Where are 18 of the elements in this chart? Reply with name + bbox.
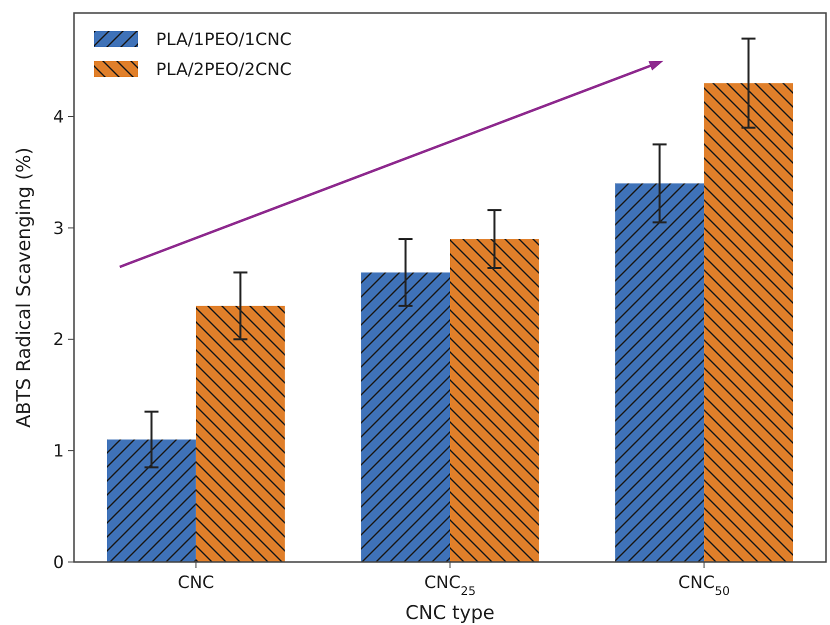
bar: [704, 83, 793, 562]
y-tick-label: 3: [53, 218, 64, 239]
bar: [107, 440, 196, 562]
y-axis-title: ABTS Radical Scavenging (%): [13, 147, 35, 428]
y-tick-label: 4: [53, 108, 64, 128]
bar: [615, 183, 704, 562]
y-tick-label: 2: [53, 330, 64, 350]
x-axis-title: CNC type: [405, 602, 495, 624]
legend-label: PLA/2PEO/2CNC: [156, 60, 292, 80]
legend-label: PLA/1PEO/1CNC: [156, 30, 292, 50]
y-tick-label: 0: [53, 552, 64, 573]
x-tick-label: CNC: [178, 573, 214, 593]
y-tick-label: 1: [53, 442, 64, 462]
x-tick-label: CNC$_{25}$: [424, 573, 476, 598]
x-tick-label: CNC$_{50}$: [678, 573, 730, 598]
bar: [196, 306, 285, 562]
bar: [450, 239, 539, 562]
bar: [361, 272, 450, 562]
